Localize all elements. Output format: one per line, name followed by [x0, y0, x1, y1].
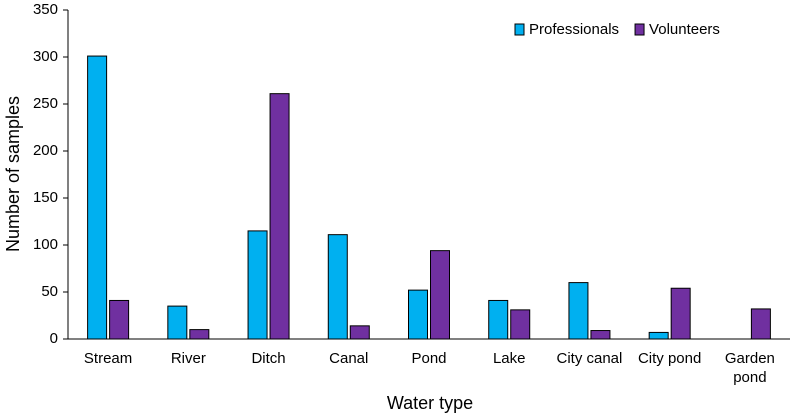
bar	[568, 282, 589, 340]
bar	[349, 325, 370, 340]
bar	[327, 234, 348, 340]
bar	[87, 55, 108, 340]
bar	[269, 93, 290, 340]
y-tick-label: 100	[33, 236, 58, 253]
bar	[510, 309, 531, 340]
bar	[109, 299, 130, 340]
y-axis-title: Number of samples	[3, 96, 23, 252]
x-tick-label: City pond	[637, 350, 702, 367]
bar	[750, 308, 771, 340]
x-tick-label: Pond	[411, 350, 447, 367]
x-tick-label: Canal	[329, 350, 369, 367]
y-tick-label: 0	[50, 330, 58, 347]
legend-swatch	[514, 23, 525, 36]
bar	[488, 299, 509, 340]
x-tick-label: Ditch	[251, 350, 286, 367]
y-tick-label: 350	[33, 1, 58, 18]
bar	[670, 287, 691, 340]
y-tick-label: 200	[33, 142, 58, 159]
bar	[408, 289, 428, 340]
legend-label: Volunteers	[649, 21, 720, 38]
bar	[430, 250, 450, 340]
legend-swatch	[634, 23, 645, 36]
y-tick-label: 300	[33, 48, 58, 65]
x-tick-label: River	[170, 350, 206, 367]
bar	[167, 305, 188, 340]
x-tick-label: Lake	[492, 350, 526, 367]
x-tick-label: City canal	[556, 350, 623, 367]
bar	[648, 331, 669, 340]
x-tick-label: Stream	[83, 350, 133, 367]
x-tick-label: Garden pond	[724, 350, 775, 386]
bar	[189, 329, 210, 340]
x-axis-title: Water type	[387, 393, 473, 413]
y-tick-label: 250	[33, 95, 58, 112]
legend-label: Professionals	[529, 21, 619, 38]
y-tick-label: 50	[41, 283, 58, 300]
bar	[590, 330, 611, 340]
bar	[247, 230, 268, 340]
y-tick-label: 150	[33, 189, 58, 206]
